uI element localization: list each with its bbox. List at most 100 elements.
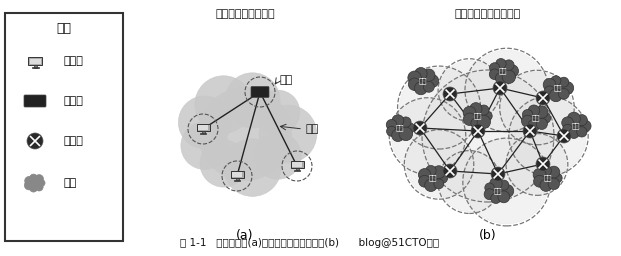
Circle shape [536,106,548,118]
Circle shape [391,99,466,173]
Circle shape [404,123,415,133]
Circle shape [463,113,476,125]
Circle shape [401,117,411,127]
Text: 网络: 网络 [396,125,404,131]
Circle shape [579,120,591,132]
Circle shape [502,70,515,83]
Circle shape [408,71,421,84]
Bar [5,13,123,241]
Bar [34,65,37,68]
Circle shape [496,59,506,69]
Circle shape [576,115,587,126]
Bar [196,124,209,131]
Text: 网络: 网络 [494,188,502,194]
Circle shape [536,157,550,171]
Circle shape [563,124,573,134]
Circle shape [501,185,514,197]
Bar [294,170,300,171]
Bar [230,171,243,178]
Circle shape [419,169,431,181]
Circle shape [558,89,569,99]
Circle shape [463,106,476,119]
Circle shape [392,129,404,142]
Circle shape [483,111,492,121]
Circle shape [443,164,457,178]
Circle shape [463,138,549,224]
FancyBboxPatch shape [24,95,46,107]
Circle shape [426,74,439,87]
Circle shape [544,86,555,97]
Circle shape [499,180,509,190]
Text: 图例: 图例 [57,22,71,35]
Bar [32,67,39,68]
Text: 计算机网络（网络）: 计算机网络（网络） [215,9,275,19]
Circle shape [569,128,579,138]
Circle shape [399,127,412,141]
Circle shape [255,133,301,179]
Text: 图 1-1   简单的网络(a)和由网络构成的互连网(b)      blog@51CTO博客: 图 1-1 简单的网络(a)和由网络构成的互连网(b) blog@51CTO博客 [181,238,440,248]
Circle shape [413,121,427,135]
Text: 网络: 网络 [63,178,76,188]
Circle shape [490,177,502,190]
Circle shape [259,105,317,163]
Circle shape [551,76,561,86]
Circle shape [437,173,448,183]
Circle shape [506,134,566,194]
Text: 网络: 网络 [419,78,427,84]
Circle shape [425,165,436,176]
Circle shape [432,166,445,179]
Circle shape [500,72,573,145]
Bar [233,180,240,181]
Bar [200,133,206,134]
Circle shape [540,165,551,176]
Bar [201,131,204,133]
Circle shape [493,61,513,81]
Circle shape [568,112,581,125]
Circle shape [181,122,229,169]
Circle shape [479,105,489,115]
Circle shape [550,89,563,102]
Text: (a): (a) [236,229,254,242]
Circle shape [522,115,533,127]
Circle shape [424,81,434,92]
Circle shape [28,176,42,190]
Circle shape [178,96,231,149]
Circle shape [548,166,560,178]
Text: 网络: 网络 [554,85,562,91]
Circle shape [506,65,519,77]
Circle shape [533,168,546,181]
Circle shape [491,167,505,181]
Circle shape [523,124,537,138]
Bar [232,172,242,177]
Circle shape [488,181,508,201]
Circle shape [504,60,514,70]
Circle shape [39,180,45,186]
Circle shape [498,191,510,203]
Circle shape [409,78,421,90]
Circle shape [485,183,494,193]
Circle shape [540,113,551,123]
Circle shape [434,179,444,189]
Text: 网络: 网络 [474,113,483,119]
Circle shape [413,71,433,91]
Circle shape [548,78,568,98]
Circle shape [424,71,553,200]
Circle shape [484,189,495,200]
Circle shape [537,118,548,130]
Text: 链路: 链路 [305,124,318,134]
Circle shape [493,81,507,95]
Circle shape [27,133,43,149]
Bar [235,178,238,180]
Text: 网络: 网络 [532,115,540,121]
Circle shape [423,168,443,188]
Text: 网络: 网络 [572,123,580,129]
Circle shape [225,73,280,128]
Circle shape [536,91,550,105]
Circle shape [526,108,546,128]
Circle shape [540,179,552,191]
Circle shape [386,120,397,130]
Circle shape [425,179,437,191]
Circle shape [522,110,533,120]
Text: 集线器: 集线器 [63,96,83,106]
Text: 计算机: 计算机 [63,56,83,66]
